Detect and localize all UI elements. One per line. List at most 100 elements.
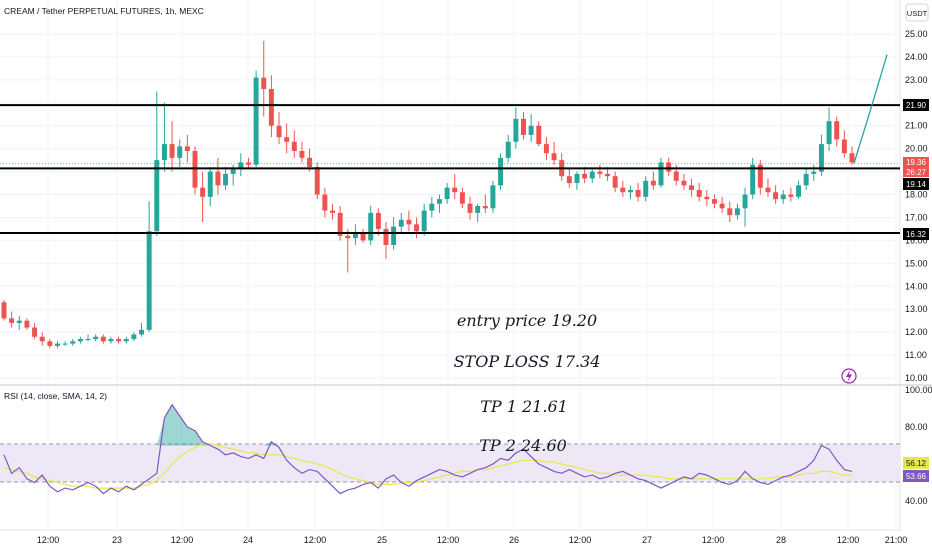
candle-body (673, 171, 679, 181)
candle-body (452, 187, 458, 193)
time-tick-label: 12:00 (569, 535, 592, 545)
rsi-band (0, 444, 900, 482)
candle-body (85, 339, 91, 341)
rsi-axis: 100.00 80.00 40.00 (905, 385, 932, 506)
candle-body (635, 189, 641, 197)
candle-body (200, 187, 206, 197)
candle-body (658, 162, 664, 186)
candle-body (207, 171, 213, 197)
candle-body (291, 141, 297, 151)
candle-body (123, 339, 129, 342)
candle-body (704, 196, 710, 200)
candle-body (154, 160, 160, 232)
candle-body (467, 203, 473, 213)
candle-body (9, 318, 15, 323)
candle-body (551, 153, 557, 161)
rsi-sma-label: 53.66 (903, 470, 929, 482)
candle-body (513, 118, 519, 142)
tp1-annotation: TP 1 21.61 (480, 397, 568, 416)
price-tick-label: 11.00 (905, 350, 927, 360)
lightning-icon[interactable] (841, 368, 857, 384)
projection-line[interactable] (853, 54, 888, 164)
candle-body (589, 171, 595, 179)
rsi-sma-line (3, 443, 852, 489)
candle-body (39, 336, 45, 342)
candle-body (719, 203, 725, 209)
rsi-tick-label: 40.00 (905, 496, 928, 506)
candle-body (1, 302, 7, 319)
time-tick-label: 28 (776, 535, 786, 545)
candle-body (444, 187, 450, 200)
candle-body (597, 171, 603, 174)
candle-body (383, 228, 389, 245)
candle-body (582, 173, 588, 179)
candle-body (498, 157, 504, 186)
candle-body (666, 162, 672, 172)
price-label-entry-text: 19.14 (906, 180, 927, 189)
candle-body (696, 189, 702, 197)
time-tick-label: 12:00 (304, 535, 327, 545)
candle-body (742, 194, 748, 209)
candle-body (268, 89, 274, 126)
candle-body (100, 336, 106, 342)
candle-body (436, 199, 442, 204)
price-tick-label: 18.00 (905, 190, 928, 200)
candle-body (131, 334, 137, 340)
candle-body (360, 233, 366, 241)
rsi-overbought-fill (156, 404, 279, 446)
countdown-text: 26:27 (906, 168, 927, 177)
candle-body (230, 169, 236, 174)
time-tick-label: 27 (642, 535, 652, 545)
price-tick-label: 20.00 (905, 144, 928, 154)
price-tick-label: 24.00 (905, 52, 928, 62)
candle-body (238, 162, 244, 170)
time-tick-label: 24 (243, 535, 253, 545)
time-tick-label: 23 (112, 535, 122, 545)
candle-body (612, 176, 618, 188)
price-label-entry: 19.14 (903, 178, 929, 190)
candle-body (314, 167, 320, 195)
candle-body (70, 341, 76, 344)
candle-body (161, 144, 167, 161)
candle-body (108, 339, 114, 342)
rsi-value-label: 56.12 (903, 457, 929, 469)
candle-body (482, 206, 488, 209)
candle-body (24, 320, 30, 328)
candle-body (757, 164, 763, 188)
currency-button[interactable]: USDT (905, 3, 929, 22)
horizontal-levels (0, 104, 900, 235)
candle-body (505, 141, 511, 158)
candle-body (54, 343, 60, 346)
candle-body (215, 171, 221, 186)
candle-body (780, 194, 786, 200)
stop-loss-annotation: STOP LOSS 17.34 (454, 352, 601, 371)
candle-body (169, 144, 175, 158)
candle-body (261, 77, 267, 90)
time-tick-label: 12:00 (437, 535, 460, 545)
price-label-resistance-text: 21.90 (906, 101, 927, 110)
price-label-support-text: 16.32 (906, 230, 927, 239)
candle-body (47, 341, 53, 346)
candle-body (421, 210, 427, 232)
currency-button-label: USDT (907, 9, 928, 18)
candle-body (681, 180, 687, 186)
time-tick-label: 12:00 (702, 535, 725, 545)
candle-body (459, 192, 465, 204)
chart-title: CREAM / Tether PERPETUAL FUTURES, 1h, ME… (4, 6, 204, 16)
candle-body (177, 146, 183, 158)
candle-body (543, 144, 549, 154)
candle-body (284, 137, 290, 142)
candle-body (826, 121, 832, 145)
rsi-line (3, 403, 853, 495)
candle-body (849, 153, 855, 163)
candle-body (765, 187, 771, 193)
candle-body (375, 212, 381, 229)
candle-body (536, 125, 542, 145)
candle-body (750, 164, 756, 195)
time-tick-label: 25 (377, 535, 387, 545)
last-price-text: 19.36 (906, 158, 927, 167)
candle-body (352, 233, 358, 239)
candle-body (712, 199, 717, 204)
candle-body (406, 219, 412, 225)
rsi-tick-label: 80.00 (905, 422, 928, 432)
